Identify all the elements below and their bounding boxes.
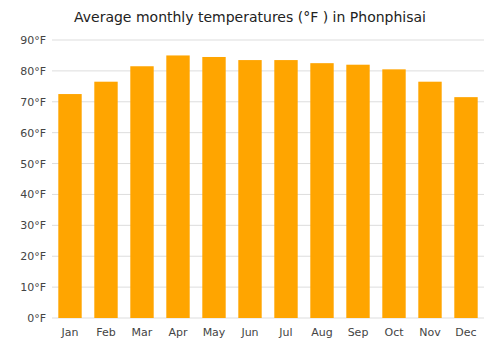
y-tick-label: 50°F bbox=[20, 158, 46, 171]
bar bbox=[418, 82, 441, 318]
x-tick-label: Feb bbox=[96, 326, 115, 339]
x-tick-label: Sep bbox=[348, 326, 369, 339]
x-tick-label: Dec bbox=[455, 326, 476, 339]
bars bbox=[58, 55, 477, 318]
x-tick-label: Jan bbox=[61, 326, 79, 339]
y-tick-label: 10°F bbox=[20, 281, 46, 294]
bar bbox=[274, 60, 297, 318]
y-tick-label: 0°F bbox=[27, 312, 46, 325]
x-tick-label: Mar bbox=[132, 326, 153, 339]
y-tick-label: 90°F bbox=[20, 34, 46, 47]
bar bbox=[238, 60, 261, 318]
bar bbox=[58, 94, 81, 318]
bar bbox=[130, 66, 153, 318]
x-tick-label: Jun bbox=[240, 326, 258, 339]
y-tick-label: 40°F bbox=[20, 188, 46, 201]
chart: Average monthly temperatures (°F ) in Ph… bbox=[0, 0, 500, 350]
x-tick-label: Nov bbox=[419, 326, 441, 339]
grid-line bbox=[52, 40, 484, 41]
x-tick-label: Apr bbox=[168, 326, 188, 339]
bar bbox=[166, 55, 189, 318]
x-tick-label: Oct bbox=[384, 326, 404, 339]
y-axis: 0°F 10°F 20°F 30°F 40°F 50°F 60°F 70°F 80°F 90°F bbox=[20, 34, 46, 325]
x-tick-label: Aug bbox=[311, 326, 332, 339]
bar bbox=[94, 82, 117, 318]
title: Average monthly temperatures (°F ) in Ph… bbox=[74, 9, 426, 25]
y-grid bbox=[52, 40, 484, 318]
chart-container: Average monthly temperatures (°F ) in Ph… bbox=[0, 0, 500, 350]
y-tick-label: 80°F bbox=[20, 65, 46, 78]
bar bbox=[454, 97, 477, 318]
bar bbox=[382, 69, 405, 318]
x-tick-label: Jul bbox=[278, 326, 292, 339]
x-tick-label: May bbox=[203, 326, 226, 339]
y-tick-label: 30°F bbox=[20, 219, 46, 232]
y-tick-label: 20°F bbox=[20, 250, 46, 263]
x-axis: Jan Feb Mar Apr May Jun Jul Aug Sep Oct Nov Dec bbox=[61, 326, 477, 339]
bar bbox=[202, 57, 225, 318]
grid-line bbox=[52, 70, 484, 71]
bar bbox=[310, 63, 333, 318]
page: {"chart_data": {"type": "bar", "title": … bbox=[0, 0, 500, 350]
bar bbox=[346, 65, 369, 318]
y-tick-label: 60°F bbox=[20, 127, 46, 140]
y-tick-label: 70°F bbox=[20, 96, 46, 109]
